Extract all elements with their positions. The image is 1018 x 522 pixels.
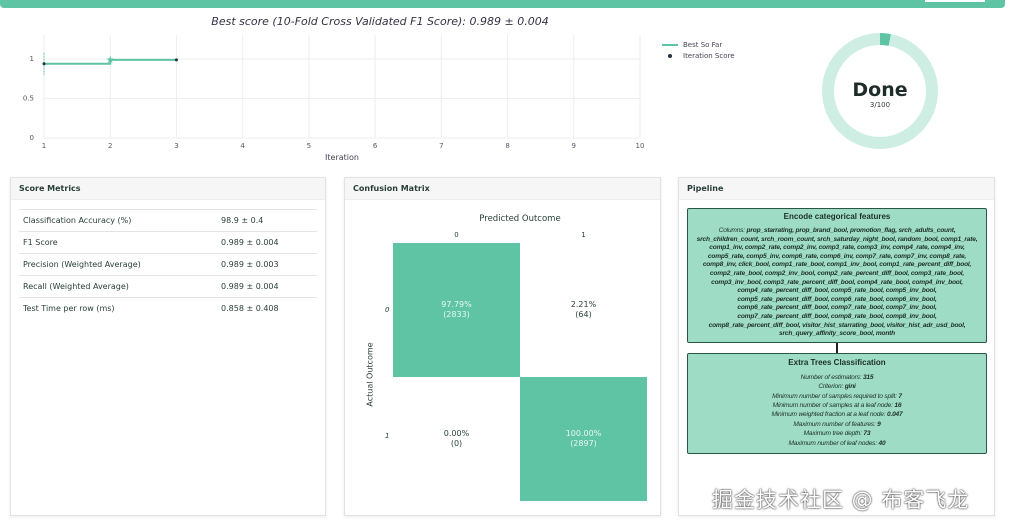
metric-row: Test Time per row (ms) 0.858 ± 0.408 xyxy=(19,297,317,319)
metrics-table: Classification Accuracy (%) 98.9 ± 0.4 F1 … xyxy=(19,209,317,319)
x-tick-label: 2 xyxy=(108,142,112,150)
x-tick-label: 3 xyxy=(174,142,178,150)
metric-value: 98.9 ± 0.4 xyxy=(217,209,317,232)
param-row: Maximum tree depth: 73 xyxy=(803,430,871,438)
metric-name: Test Time per row (ms) xyxy=(19,297,217,319)
metric-row: Precision (Weighted Average) 0.989 ± 0.00… xyxy=(19,253,317,276)
param-row: Minimum number of samples required to sp… xyxy=(772,392,902,400)
pipeline-flow: Encode categorical features Columns: pro… xyxy=(687,208,987,454)
panel-title: Score Metrics xyxy=(11,178,325,200)
metric-name: Classification Accuracy (%) xyxy=(19,209,217,232)
progress-donut: Done 3/100 xyxy=(822,33,938,149)
x-tick-label: 4 xyxy=(240,142,245,150)
progress-status: Done xyxy=(852,79,908,101)
confusion-matrix-panel: Confusion Matrix Predicted Outcome Actua… xyxy=(344,177,661,516)
metric-value: 0.989 ± 0.003 xyxy=(217,253,317,276)
header-button[interactable] xyxy=(925,0,985,2)
chart-title: Best score (10-Fold Cross Validated F1 S… xyxy=(211,15,549,28)
y-tick-label: 0.5 xyxy=(23,95,34,103)
cm-cell-fn[interactable]: 0.00% (0) xyxy=(443,429,470,448)
metric-name: Recall (Weighted Average) xyxy=(19,275,217,298)
y-tick-label: 0 xyxy=(30,134,34,142)
x-tick-label: 8 xyxy=(505,142,509,150)
pipeline-step-encode[interactable]: Encode categorical features Columns: pro… xyxy=(687,208,987,343)
x-tick-label: 10 xyxy=(636,142,645,150)
columns-label: Columns: xyxy=(718,227,745,234)
pipeline-step-extra-trees[interactable]: Extra Trees Classification Number of est… xyxy=(687,352,987,454)
legend-best-so-far[interactable]: Best So Far xyxy=(662,39,735,50)
x-axis-label: Iteration xyxy=(325,153,359,162)
legend-iteration-score[interactable]: Iteration Score xyxy=(662,50,735,61)
x-axis-label: Predicted Outcome xyxy=(479,214,561,224)
arrow-down-icon xyxy=(836,342,838,353)
panel-title: Confusion Matrix xyxy=(345,178,660,200)
score-chart: 1 2 3 4 5 6 7 8 9 10 0 0.5 1 Iteration ★ xyxy=(23,35,645,162)
row-label: 0 xyxy=(385,306,390,314)
iteration-score-point xyxy=(42,62,46,66)
y-tick-label: 1 xyxy=(30,55,34,63)
row-label: 1 xyxy=(385,432,390,440)
metric-name: F1 Score xyxy=(19,231,217,254)
cm-cell-tn[interactable]: 97.79% (2833) xyxy=(393,243,520,377)
y-axis-label: Actual Outcome xyxy=(365,342,375,407)
param-row: Number of estimators: 315 xyxy=(800,373,874,381)
param-row: Minimum weighted fraction at a leaf node… xyxy=(771,411,903,419)
step-title: Encode categorical features xyxy=(783,212,891,221)
col-label: 1 xyxy=(581,231,586,239)
watermark: 掘金技术社区 @ 布客飞龙 xyxy=(712,488,970,512)
cm-cell-fp[interactable]: 2.21% (64) xyxy=(570,300,597,319)
metric-value: 0.858 ± 0.408 xyxy=(217,297,317,319)
columns-list: prop_starrating, prop_brand_bool, promot… xyxy=(696,227,978,338)
best-so-far-line xyxy=(44,58,177,65)
param-row: Maximum number of features: 9 xyxy=(793,420,881,428)
param-row: Minimum number of samples at a leaf node… xyxy=(772,401,902,409)
metric-value: 0.989 ± 0.004 xyxy=(217,275,317,298)
iteration-score-point xyxy=(174,58,178,62)
metric-name: Precision (Weighted Average) xyxy=(19,253,217,276)
param-row: Criterion: gini xyxy=(818,383,856,391)
cm-cell-tp[interactable]: 100.00% (2897) xyxy=(520,377,647,501)
param-row: Maximum number of leaf nodes: 40 xyxy=(788,439,886,447)
step-title: Extra Trees Classification xyxy=(788,357,886,367)
pipeline-panel: Pipeline Encode categorical features Col… xyxy=(678,177,995,516)
x-tick-label: 7 xyxy=(439,142,443,150)
x-tick-label: 5 xyxy=(307,142,311,150)
metric-row: F1 Score 0.989 ± 0.004 xyxy=(19,231,317,254)
panel-title: Pipeline xyxy=(679,178,994,200)
metric-row: Classification Accuracy (%) 98.9 ± 0.4 xyxy=(19,209,317,232)
metric-value: 0.989 ± 0.004 xyxy=(217,231,317,254)
score-metrics-panel: Score Metrics Classification Accuracy (%… xyxy=(10,177,326,516)
x-tick-label: 6 xyxy=(373,142,378,150)
progress-count: 3/100 xyxy=(869,101,891,109)
metric-row: Recall (Weighted Average) 0.989 ± 0.004 xyxy=(19,275,317,298)
x-tick-label: 9 xyxy=(572,142,576,150)
header-bar xyxy=(0,0,1005,8)
col-label: 0 xyxy=(454,231,459,239)
x-tick-label: 1 xyxy=(42,142,46,150)
chart-legend: Best So Far Iteration Score xyxy=(662,39,735,61)
best-star-marker: ★ xyxy=(106,55,115,66)
